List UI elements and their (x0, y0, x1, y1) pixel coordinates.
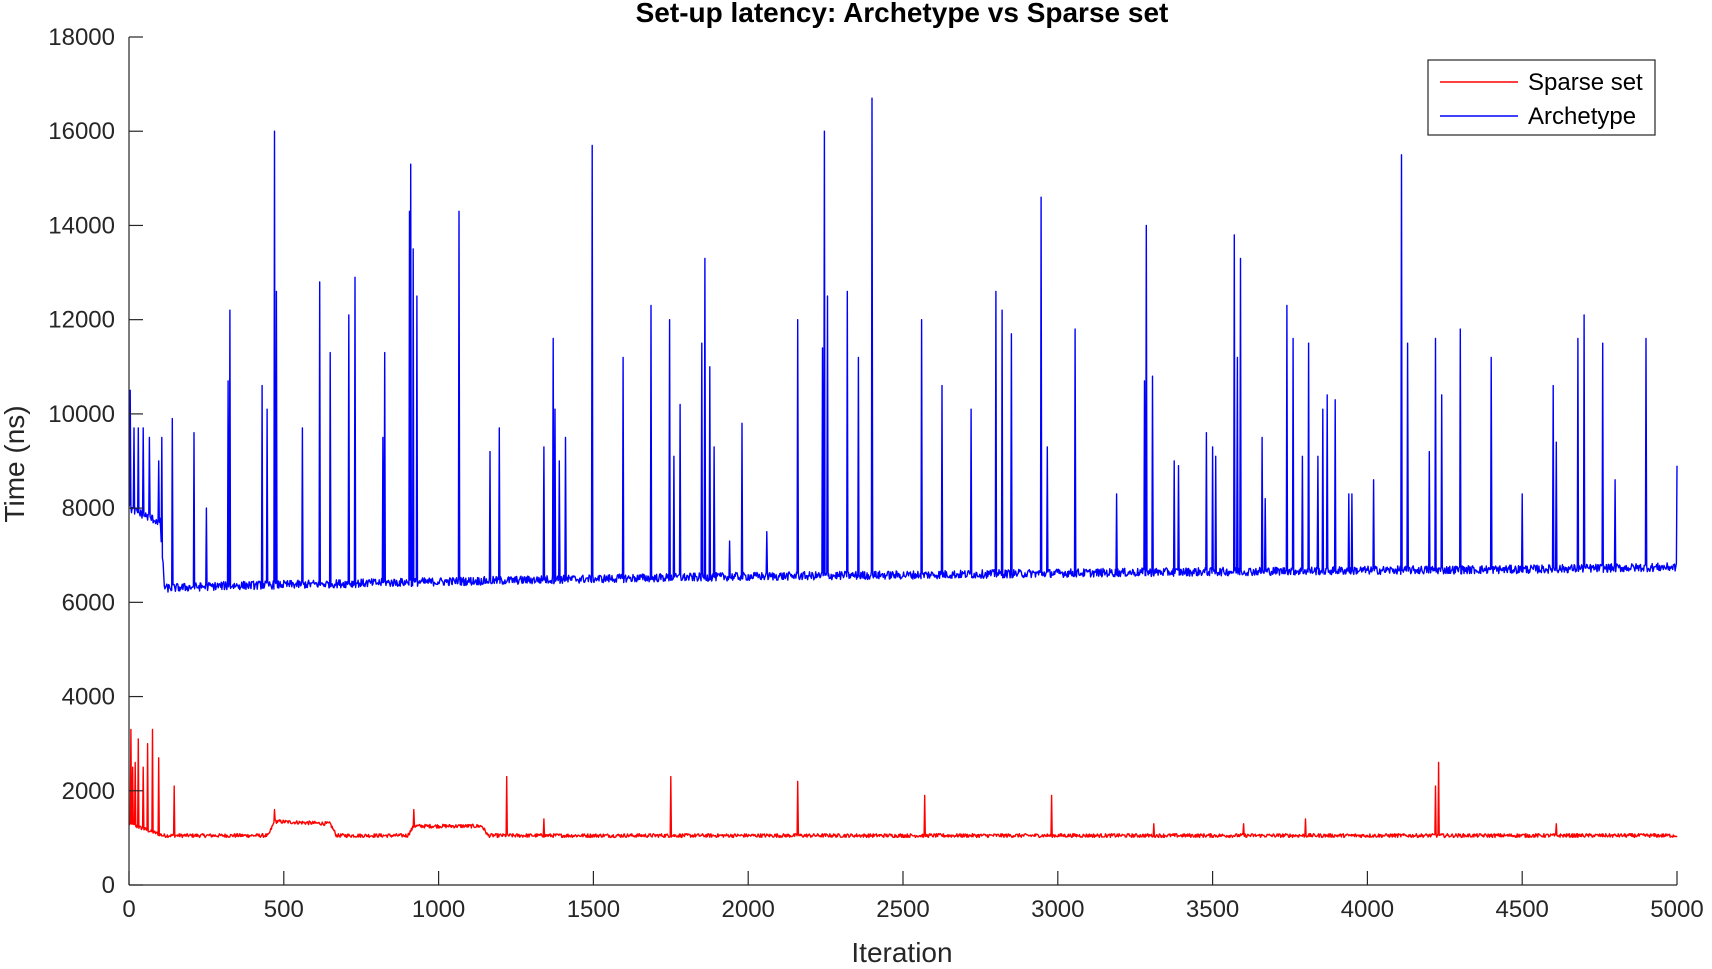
y-tick-label: 0 (102, 872, 115, 899)
x-tick-label: 4000 (1341, 896, 1394, 923)
y-tick-label: 10000 (48, 401, 115, 428)
y-tick-label: 4000 (62, 684, 115, 711)
x-tick-label: 1000 (412, 896, 465, 923)
series-line-sparse-set (128, 728, 1678, 839)
chart-title: Set-up latency: Archetype vs Sparse set (636, 0, 1169, 28)
y-tick-label: 6000 (62, 589, 115, 616)
x-tick-label: 1500 (567, 896, 620, 923)
x-tick-label: 0 (122, 896, 135, 923)
y-tick-label: 16000 (48, 118, 115, 145)
x-tick-label: 2500 (876, 896, 929, 923)
legend-box (1427, 59, 1656, 136)
x-tick-label: 2000 (722, 896, 775, 923)
legend-entry: Sparse set (1528, 69, 1643, 96)
series-line-archetype (128, 97, 1678, 593)
legend-entry: Archetype (1528, 103, 1636, 130)
y-tick-label: 12000 (48, 307, 115, 334)
x-tick-label: 3000 (1031, 896, 1084, 923)
x-tick-label: 3500 (1186, 896, 1239, 923)
y-axis-label: Time (ns) (0, 405, 30, 522)
y-tick-label: 14000 (48, 212, 115, 239)
x-tick-label: 500 (264, 896, 304, 923)
x-axis-label: Iteration (851, 937, 952, 968)
x-tick-label: 4500 (1496, 896, 1549, 923)
axes: 0 500 1000 1500 2000 2500 3000 3500 4000 4500 5000… (48, 24, 1703, 923)
y-tick-label: 2000 (62, 778, 115, 805)
y-tick-label: 18000 (48, 24, 115, 51)
legend: Sparse set Archetype (1427, 59, 1656, 136)
x-tick-label: 5000 (1650, 896, 1703, 923)
y-tick-label: 8000 (62, 495, 115, 522)
series-layer (128, 97, 1678, 839)
